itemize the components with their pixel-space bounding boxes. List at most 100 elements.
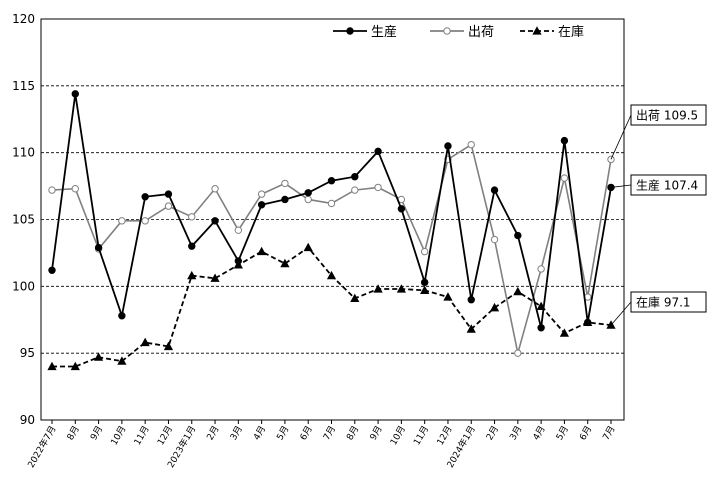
x-tick-label-3: 10月 <box>109 424 129 447</box>
x-tick-label-8: 3月 <box>228 424 245 442</box>
series-1-point-13 <box>351 186 359 194</box>
series-0-point-2 <box>94 243 103 252</box>
x-tick-label-5: 12月 <box>155 424 175 447</box>
series-2-point-20 <box>513 286 523 296</box>
callout-leader-1 <box>610 184 632 188</box>
legend-item-0: 生産 <box>333 24 397 40</box>
x-tick-label-1: 8月 <box>65 424 82 442</box>
series-0-point-5 <box>164 190 173 198</box>
series-2-point-18 <box>466 324 476 333</box>
x-tick-label-0: 2022年7月 <box>25 424 59 470</box>
series-0-point-21 <box>537 324 545 332</box>
callout-label-2: 在庫 97.1 <box>636 296 691 310</box>
series-1-point-18 <box>467 140 475 149</box>
series-2-point-17 <box>443 292 453 301</box>
series-0-point-16 <box>420 278 429 287</box>
x-tick-label-10: 5月 <box>275 424 292 442</box>
legend-item-1: 出荷 <box>430 25 494 40</box>
series-0-point-19 <box>490 186 499 194</box>
series-0-point-13 <box>351 173 359 181</box>
x-tick-label-9: 4月 <box>251 424 268 442</box>
x-tick-label-13: 8月 <box>344 424 361 442</box>
y-tick-label-2: 100 <box>12 279 35 293</box>
series-1-point-11 <box>304 195 312 204</box>
grid-layer <box>41 85 624 354</box>
series-1-point-19 <box>490 235 499 244</box>
series-1-point-14 <box>374 183 382 192</box>
x-tick-label-22: 5月 <box>554 424 571 442</box>
series-2-point-23 <box>583 317 593 327</box>
x-tick-label-4: 11月 <box>132 424 152 447</box>
series-1-point-10 <box>281 179 289 188</box>
series-0-point-22 <box>560 136 569 145</box>
series-2-point-22 <box>559 328 570 337</box>
legend-label-1: 出荷 <box>468 25 494 40</box>
x-tick-label-15: 10月 <box>388 424 408 447</box>
series-line-2 <box>52 246 612 368</box>
series-0-point-9 <box>257 201 266 209</box>
series-0 <box>48 90 615 332</box>
x-tick-label-14: 9月 <box>368 424 385 442</box>
series-0-point-12 <box>327 177 336 185</box>
series-1-point-16 <box>420 247 429 256</box>
x-tick-label-11: 6月 <box>298 424 315 442</box>
series-1-point-7 <box>211 185 219 193</box>
series-1-point-22 <box>560 174 569 182</box>
legend-label-0: 生産 <box>371 24 397 40</box>
series-1-point-21 <box>537 265 545 273</box>
series-1-point-6 <box>188 213 196 221</box>
series-0-point-17 <box>444 142 452 150</box>
series-1-point-4 <box>141 217 149 225</box>
series-2-point-15 <box>396 284 406 293</box>
series-1-point-5 <box>164 202 173 210</box>
series-2-point-3 <box>117 356 127 365</box>
series-1-point-8 <box>234 226 243 234</box>
series-1-point-1 <box>71 185 79 193</box>
callout-layer: 出荷 109.5 生産 107.4 在庫 97.1 <box>610 104 707 326</box>
series-2-point-13 <box>350 293 360 302</box>
series-1-point-20 <box>514 349 522 357</box>
x-tick-label-21: 4月 <box>531 424 548 442</box>
y-tick-label-5: 115 <box>12 79 35 93</box>
series-2-point-4 <box>140 337 150 347</box>
series-1-point-9 <box>257 190 266 198</box>
x-tick-label-17: 12月 <box>435 424 455 447</box>
legend-label-2: 在庫 <box>558 25 584 40</box>
series-0-point-15 <box>397 205 406 213</box>
series-2-point-9 <box>257 246 267 256</box>
x-tick-label-20: 3月 <box>508 424 525 442</box>
series-0-point-11 <box>304 189 312 197</box>
series-0-point-20 <box>514 231 522 240</box>
callout-box-1 <box>630 174 707 196</box>
legend-marker-1 <box>443 27 451 35</box>
series-0-point-0 <box>48 266 56 274</box>
x-tick-label-2: 9月 <box>88 424 105 442</box>
y-tick-label-6: 120 <box>12 12 35 26</box>
series-0-point-7 <box>211 217 219 225</box>
y-tick-label-1: 95 <box>20 346 35 360</box>
y-tick-label-3: 105 <box>12 213 35 227</box>
legend-layer: 生産 出荷 在庫 <box>333 24 584 40</box>
callout-label-0: 出荷 109.5 <box>636 109 698 123</box>
series-0-point-1 <box>71 90 79 98</box>
x-tick-label-12: 7月 <box>321 424 338 442</box>
series-2-point-8 <box>233 260 243 269</box>
series-0-point-4 <box>141 193 149 201</box>
callout-leader-2 <box>610 301 632 326</box>
series-1-point-12 <box>327 199 336 208</box>
y-tick-label-4: 110 <box>12 146 35 160</box>
series-2-point-10 <box>280 258 290 268</box>
plot-frame <box>40 18 625 421</box>
series-0-point-14 <box>374 147 382 156</box>
series-2-point-21 <box>536 301 546 310</box>
callout-box-2 <box>630 291 707 313</box>
x-tick-label-24: 7月 <box>601 424 618 442</box>
series-2-point-2 <box>93 352 104 361</box>
series-0-point-3 <box>118 312 126 320</box>
x-tick-label-16: 11月 <box>412 424 432 447</box>
legend-marker-2 <box>532 26 542 35</box>
series-0-point-18 <box>467 296 475 304</box>
